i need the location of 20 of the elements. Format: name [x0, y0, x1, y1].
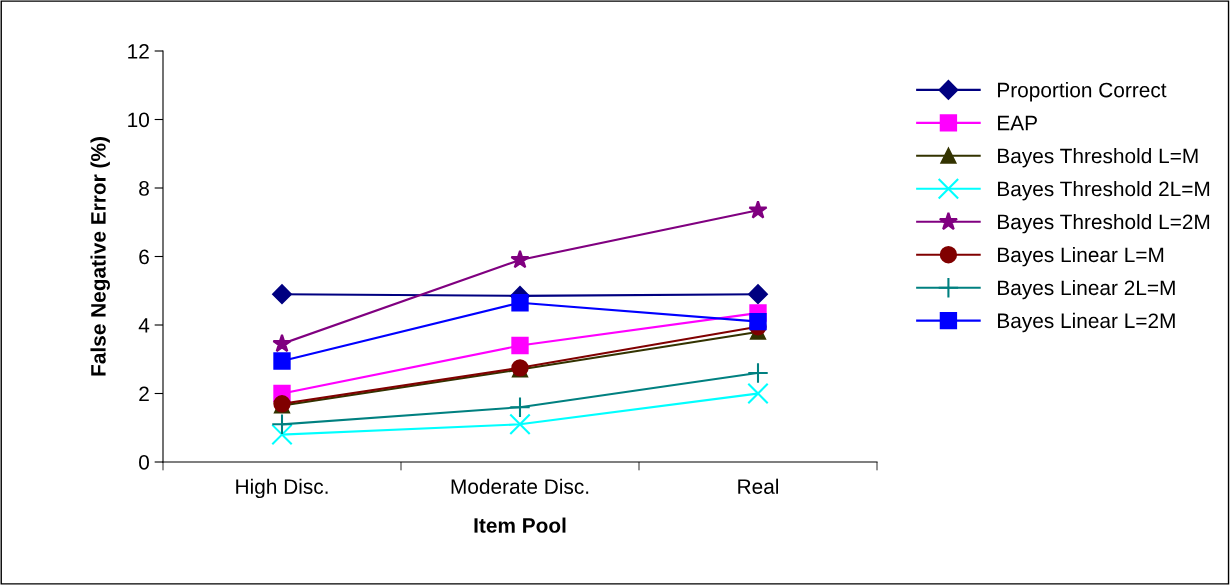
x-tick-label: High Disc. [236, 478, 328, 499]
y-tick-label: 10 [128, 112, 149, 128]
y-tick-label: 0 [139, 455, 149, 470]
legend-label: Bayes Threshold 2L=M [998, 180, 1210, 201]
y-tick-label: 8 [139, 181, 149, 196]
x-axis-title: Item Pool [474, 517, 566, 533]
x-tick-label: Real [738, 478, 779, 494]
legend-label: Proportion Correct [998, 82, 1167, 102]
y-tick-label: 2 [139, 386, 149, 402]
legend-label: EAP [998, 115, 1037, 131]
x-tick-label: Moderate Disc. [451, 478, 589, 494]
legend-label: Bayes Threshold L=M [998, 148, 1198, 168]
legend-label: Bayes Threshold L=2M [998, 213, 1210, 234]
y-axis-title: False Negative Error (%) [90, 137, 110, 376]
y-tick-label: 12 [128, 44, 149, 59]
legend-label: Bayes Linear L=2M [998, 312, 1175, 333]
y-tick-label: 6 [139, 249, 149, 265]
y-tick-label: 4 [138, 318, 150, 333]
legend-label: Bayes Linear L=M [998, 246, 1164, 267]
legend-label: Bayes Linear 2L=M [998, 279, 1175, 300]
